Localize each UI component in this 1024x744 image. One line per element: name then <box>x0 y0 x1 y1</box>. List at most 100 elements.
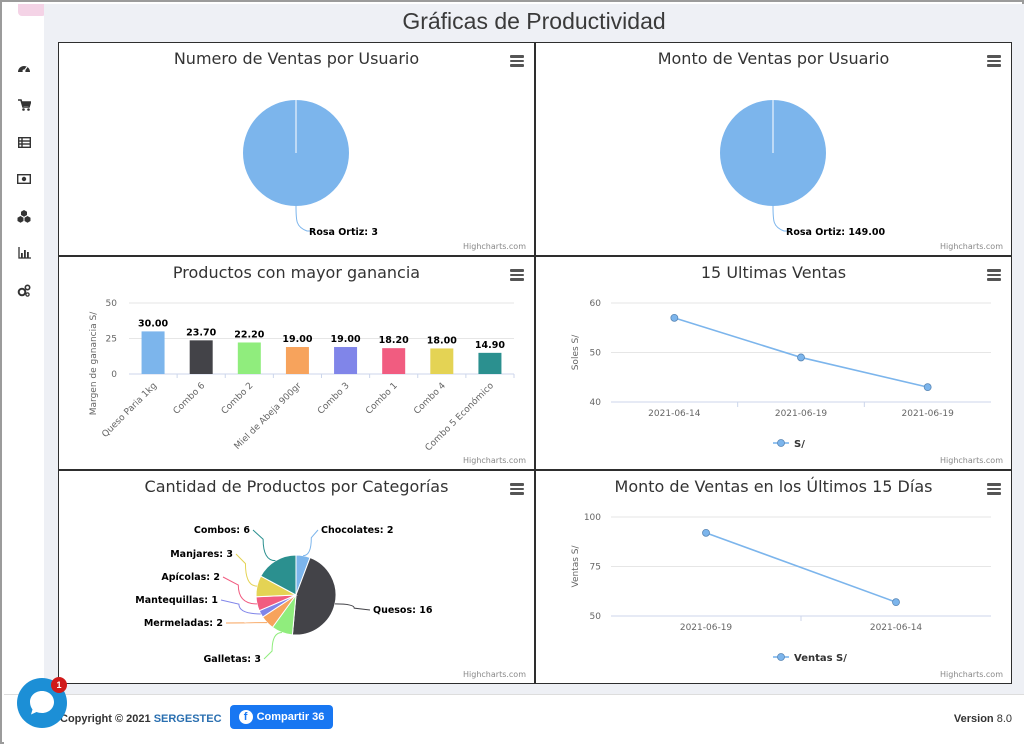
pie-chart-ventas: Rosa Ortiz: 3 <box>243 100 378 238</box>
x-tick-label: Combo 3 <box>316 381 352 417</box>
x-tick-label: Combo 6 <box>172 381 208 417</box>
pie-data-label: Rosa Ortiz: 149.00 <box>786 227 885 238</box>
highcharts-credits[interactable]: Highcharts.com <box>940 456 1003 465</box>
list-icon[interactable] <box>16 134 32 150</box>
y-tick-label: 40 <box>590 398 602 408</box>
chart-title: Cantidad de Productos por Categorías <box>144 477 449 496</box>
settings-icon[interactable] <box>16 282 32 298</box>
chart-title: Monto de Ventas por Usuario <box>657 49 890 68</box>
facebook-share-button[interactable]: f Compartir 36 <box>230 705 333 729</box>
x-tick-label: 2021-06-19 <box>680 623 733 633</box>
y-tick-label: 100 <box>584 513 601 523</box>
bar <box>189 340 213 374</box>
sidebar-top-accent <box>18 4 46 16</box>
pie-chart-categorias: Chocolates: 2 Quesos: 16 Galletas: 3 Mermel… <box>135 525 433 665</box>
highcharts-credits[interactable]: Highcharts.com <box>463 242 526 251</box>
x-tick-label: 2021-06-14 <box>870 623 923 633</box>
pie-connector <box>222 576 258 605</box>
bar <box>285 347 309 374</box>
bar <box>430 348 454 374</box>
cart-icon[interactable] <box>16 97 32 113</box>
bar-chart-ganancia: 0 25 50 Margen de ganancia S/30.00 Queso Par… <box>89 299 515 453</box>
pie-data-label: Manjares: 3 <box>170 549 233 560</box>
pie-connector <box>295 205 313 232</box>
line-chart-monto-15: 50 75 100 Ventas S/2021-06-19 2021-06-14 Vent… <box>571 513 991 664</box>
chat-icon <box>30 691 54 715</box>
chart-menu-button[interactable] <box>987 55 1001 67</box>
pie-connector <box>334 603 371 611</box>
y-axis-title: Margen de ganancia S/ <box>89 311 99 415</box>
bar-data-label: 22.20 <box>234 329 264 340</box>
y-tick-label: 50 <box>106 299 118 309</box>
bar-data-label: 30.00 <box>138 318 168 329</box>
data-point <box>670 313 679 322</box>
bar-data-label: 18.20 <box>379 335 409 346</box>
pie-data-label: Quesos: 16 <box>373 605 433 616</box>
chart-menu-button[interactable] <box>510 269 524 281</box>
brand-link[interactable]: SERGESTEC <box>153 713 222 725</box>
legend-label: Ventas S/ <box>794 653 847 664</box>
copyright-text: Copyright © 2021 SERGESTEC <box>60 713 222 725</box>
version-text: Version 8.0 <box>954 713 1012 725</box>
pie-connector <box>303 529 319 557</box>
y-tick-label: 50 <box>590 612 602 622</box>
main-content: Gráficas de Productividad Numero de Vent… <box>44 4 1024 694</box>
highcharts-credits[interactable]: Highcharts.com <box>463 456 526 465</box>
legend-marker <box>777 439 785 447</box>
card-monto-usuario: Monto de Ventas por Usuario Rosa Ortiz: … <box>535 42 1012 256</box>
pie-connector <box>235 553 258 587</box>
legend-label: S/ <box>794 439 805 450</box>
pie-connector <box>263 631 282 660</box>
pie-connector <box>252 529 276 562</box>
pie-data-label: Apícolas: 2 <box>161 572 220 583</box>
bar-data-label: 14.90 <box>475 340 505 351</box>
x-tick-label: 2021-06-14 <box>648 409 701 419</box>
highcharts-credits[interactable]: Highcharts.com <box>463 670 526 679</box>
bar <box>382 348 406 374</box>
chart-menu-button[interactable] <box>987 269 1001 281</box>
chart-title: 15 Ultimas Ventas <box>700 263 847 282</box>
x-tick-label: Combo 2 <box>220 381 256 417</box>
data-point <box>923 383 932 392</box>
bar-data-label: 19.00 <box>331 334 361 345</box>
chart-menu-button[interactable] <box>510 55 524 67</box>
copyright-prefix: Copyright © 2021 <box>60 713 154 725</box>
card-ultimas-ventas: 15 Ultimas Ventas 40 50 60 Soles S/2021-06-… <box>535 256 1012 470</box>
cubes-icon[interactable] <box>16 208 32 224</box>
x-tick-label: Combo 1 <box>364 381 400 417</box>
bar-data-label: 19.00 <box>282 334 312 345</box>
data-point <box>702 528 710 537</box>
pie-data-label: Combos: 6 <box>194 525 250 536</box>
card-productos-ganancia: Productos con mayor ganancia 0 25 50 Margen… <box>58 256 535 470</box>
chart-menu-button[interactable] <box>510 483 524 495</box>
money-icon[interactable] <box>16 171 32 187</box>
line-chart-ultimas: 40 50 60 Soles S/2021-06-14 2021-06-19 2021-0… <box>571 299 991 450</box>
bar <box>237 342 261 374</box>
y-tick-label: 0 <box>111 370 117 380</box>
pie-connector <box>772 205 790 232</box>
notification-badge: 1 <box>51 677 67 693</box>
x-tick-label: 2021-06-19 <box>775 409 828 419</box>
bar <box>334 347 358 374</box>
footer: Copyright © 2021 SERGESTEC f Compartir 36… <box>4 694 1024 744</box>
y-axis-title: Soles S/ <box>571 334 581 371</box>
highcharts-credits[interactable]: Highcharts.com <box>940 242 1003 251</box>
dashboard-icon[interactable] <box>16 60 32 76</box>
chart-menu-button[interactable] <box>987 483 1001 495</box>
pie-slice <box>260 554 297 596</box>
bar-data-label: 18.00 <box>427 335 457 346</box>
bar <box>478 352 502 374</box>
x-tick-label: 2021-06-19 <box>902 409 955 419</box>
pie-data-label: Mantequillas: 1 <box>135 595 218 606</box>
pie-data-label: Rosa Ortiz: 3 <box>309 227 378 238</box>
y-axis-title: Ventas S/ <box>571 545 581 588</box>
card-ventas-usuario: Numero de Ventas por Usuario Rosa Ortiz:… <box>58 42 535 256</box>
chart-title: Monto de Ventas en los Últimos 15 Días <box>614 477 933 496</box>
chart-title: Numero de Ventas por Usuario <box>173 49 420 68</box>
pie-connector <box>220 599 261 615</box>
highcharts-credits[interactable]: Highcharts.com <box>940 670 1003 679</box>
page-title: Gráficas de Productividad <box>402 8 666 34</box>
facebook-icon: f <box>238 710 253 724</box>
bar-chart-icon[interactable] <box>16 245 32 261</box>
